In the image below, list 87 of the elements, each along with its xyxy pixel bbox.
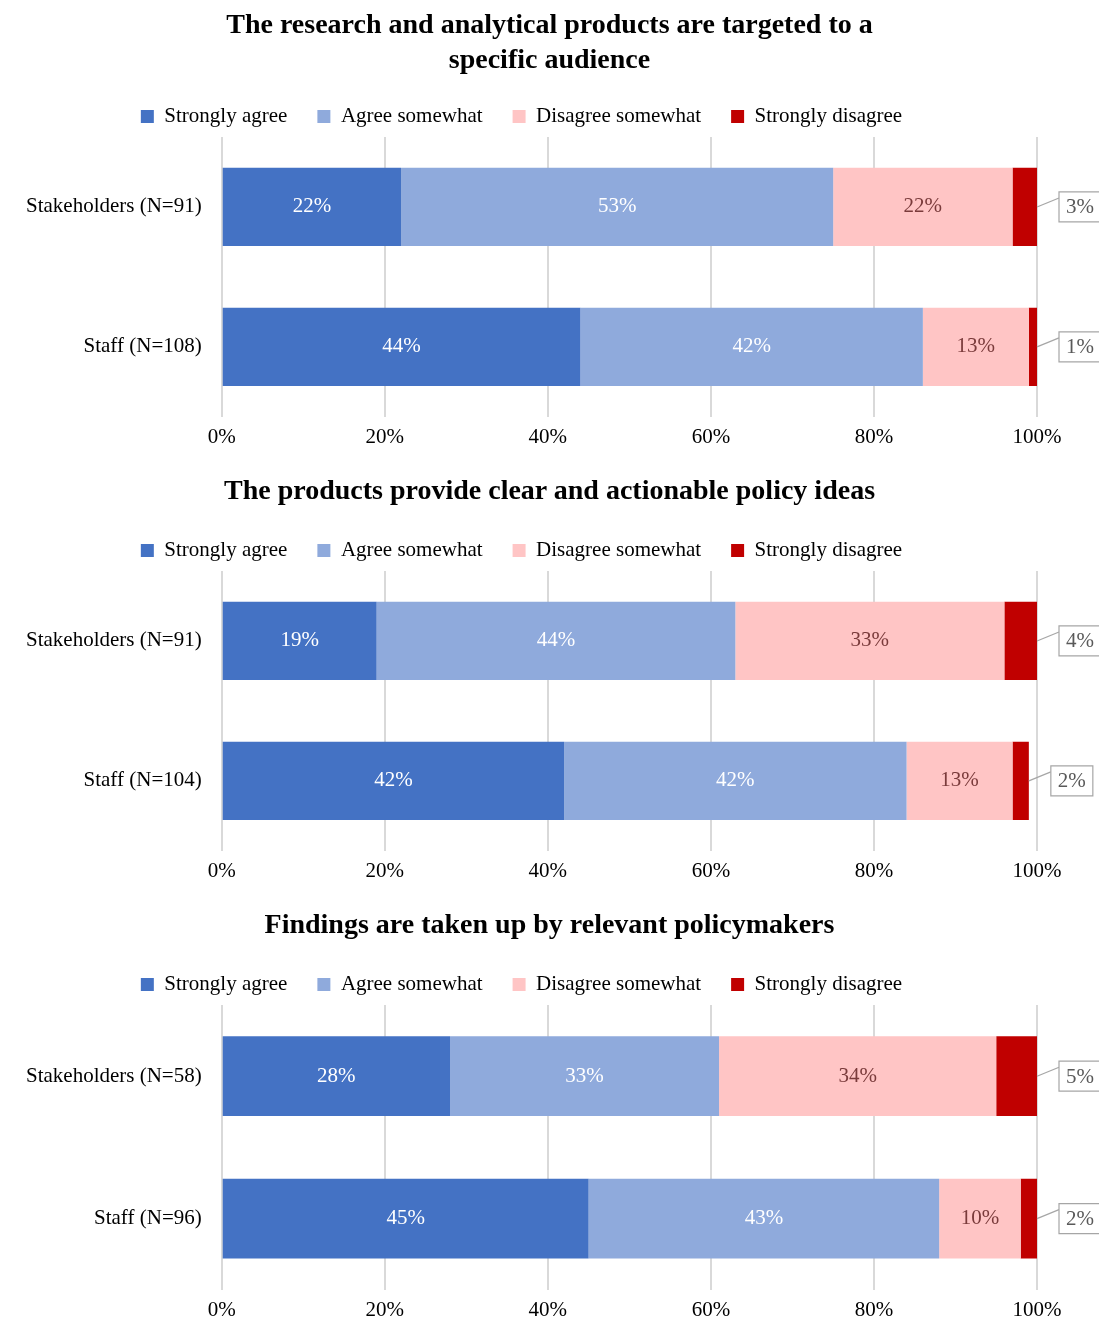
bar [222, 307, 581, 387]
x-tick-label: 80% [854, 857, 894, 882]
data-label: 42% [732, 333, 771, 358]
bar [564, 741, 907, 821]
data-label: 10% [960, 1205, 1000, 1230]
bar [588, 1178, 940, 1259]
bar [1020, 1178, 1037, 1259]
chart-title: Findings are taken up by relevant policymakers [263, 907, 836, 941]
x-tick-label: 0% [207, 423, 236, 448]
bar [1012, 741, 1029, 821]
y-tick-label: Staff (N=104) [83, 767, 202, 792]
x-tick-label: 80% [854, 1296, 894, 1321]
data-label: 5% [1066, 1063, 1094, 1088]
data-label: 2% [1057, 768, 1086, 793]
y-tick-label: Stakeholders (N=91) [25, 627, 202, 652]
data-label: 34% [838, 1062, 877, 1087]
legend-label: Disagree somewhat [536, 103, 702, 128]
data-label: 42% [716, 767, 755, 792]
x-tick-label: 80% [854, 423, 894, 448]
chart-title: The products provide clear and actionable policy ideas [222, 473, 877, 507]
legend-label: Strongly disagree [754, 971, 903, 996]
bar [996, 1036, 1037, 1117]
legend-label: Agree somewhat [340, 537, 483, 562]
bar [580, 307, 923, 387]
x-tick-label: 60% [691, 423, 731, 448]
x-tick-label: 20% [365, 423, 405, 448]
bar [222, 741, 565, 821]
legend-label: Disagree somewhat [536, 971, 702, 996]
data-label: 44% [382, 333, 421, 358]
bar [1028, 307, 1037, 387]
bar [376, 601, 736, 681]
bar [939, 1178, 1021, 1259]
legend-label: Strongly agree [164, 537, 288, 562]
bar [719, 1036, 997, 1117]
chart-title: The research and analytical products are targeted to a specific audience [225, 7, 874, 76]
y-tick-label: Staff (N=96) [94, 1205, 202, 1230]
x-tick-label: 20% [365, 1296, 405, 1321]
data-label: 3% [1066, 194, 1094, 219]
x-tick-label: 100% [1012, 857, 1062, 882]
y-tick-label: Staff (N=108) [83, 333, 202, 358]
data-label: 22% [903, 193, 943, 218]
x-tick-label: 40% [528, 1296, 568, 1321]
data-label: 22% [292, 193, 332, 218]
bar [222, 1036, 450, 1117]
data-label: 13% [940, 767, 979, 792]
legend-label: Strongly disagree [754, 537, 903, 562]
data-label: 2% [1066, 1206, 1094, 1231]
legend-label: Agree somewhat [340, 971, 483, 996]
data-label: 28% [317, 1062, 356, 1087]
data-label: 44% [536, 627, 576, 652]
x-tick-label: 20% [365, 857, 405, 882]
data-label: 42% [374, 767, 413, 792]
x-tick-label: 40% [528, 857, 568, 882]
bar [833, 167, 1013, 247]
legend-label: Agree somewhat [340, 103, 483, 128]
data-label: 45% [386, 1205, 425, 1230]
x-tick-label: 0% [207, 1296, 236, 1321]
y-tick-label: Stakeholders (N=58) [25, 1062, 202, 1087]
bar [222, 1178, 589, 1259]
legend-label: Strongly disagree [754, 103, 903, 128]
data-label: 43% [744, 1205, 784, 1230]
data-label: 13% [956, 333, 996, 358]
x-tick-label: 60% [691, 1296, 731, 1321]
bar [222, 601, 377, 681]
x-tick-label: 40% [528, 423, 568, 448]
bar [1004, 601, 1037, 681]
bar [450, 1036, 720, 1117]
bar [906, 741, 1013, 821]
bar [735, 601, 1005, 681]
x-tick-label: 0% [207, 857, 236, 882]
y-tick-label: Stakeholders (N=91) [25, 193, 202, 218]
data-label: 19% [280, 627, 319, 652]
legend-label: Strongly agree [164, 971, 288, 996]
x-tick-label: 100% [1012, 423, 1062, 448]
data-label: 33% [850, 627, 890, 652]
x-tick-label: 100% [1012, 1296, 1062, 1321]
bar [222, 167, 402, 247]
legend-label: Disagree somewhat [536, 537, 702, 562]
legend-label: Strongly agree [164, 103, 288, 128]
bar [1012, 167, 1037, 247]
data-label: 1% [1066, 334, 1094, 359]
data-label: 53% [597, 193, 637, 218]
bar [401, 167, 834, 247]
bar [922, 307, 1029, 387]
data-label: 33% [565, 1062, 604, 1087]
data-label: 4% [1066, 628, 1094, 653]
x-tick-label: 60% [691, 857, 731, 882]
